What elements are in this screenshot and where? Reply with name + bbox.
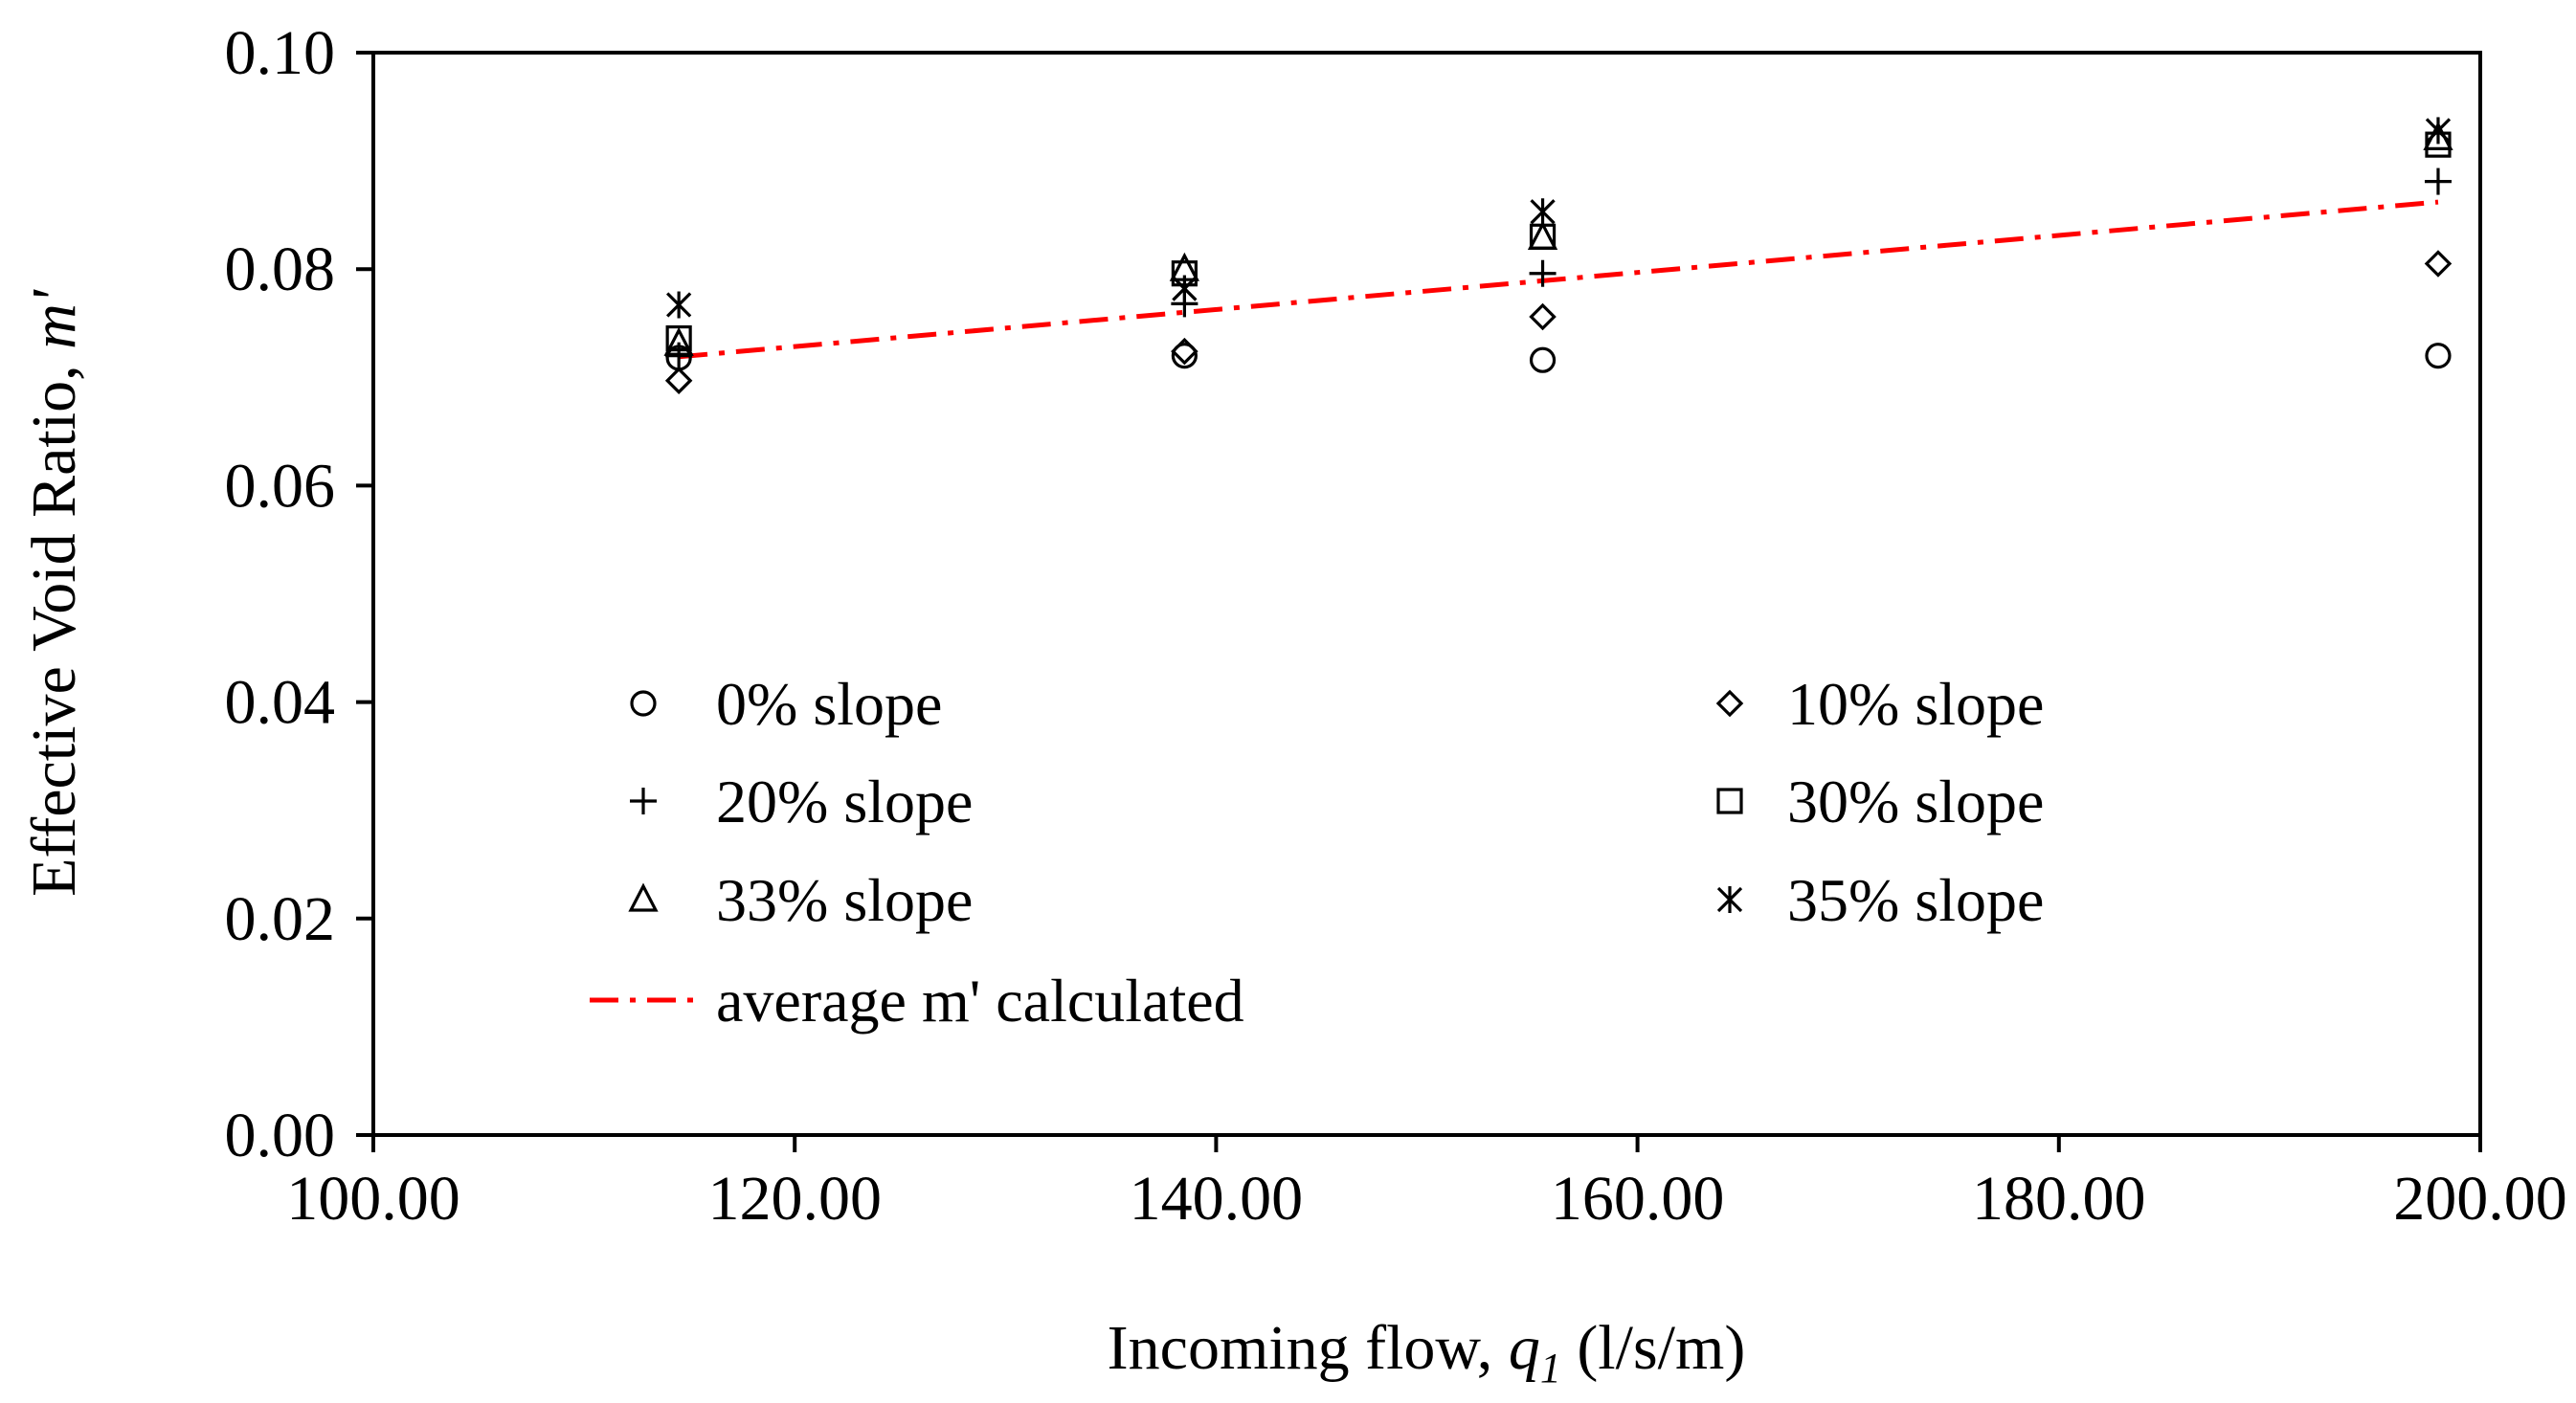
legend-marker-diamond: [1715, 689, 1744, 718]
x-tick-label: 120.00: [707, 1164, 882, 1234]
x-axis-title-suffix: (l/s/m): [1561, 1313, 1746, 1383]
x-axis-title: Incoming flow, q1 (l/s/m): [1108, 1313, 1746, 1392]
data-points: [663, 117, 2453, 394]
x-axis-title-subscript: 1: [1540, 1345, 1561, 1392]
x-axis-title-variable: q: [1509, 1313, 1540, 1383]
y-tick-label: 0.00: [225, 1101, 336, 1170]
x-tick-label: 160.00: [1551, 1164, 1725, 1234]
y-tick-label: 0.06: [225, 451, 336, 521]
x-tick-label: 100.00: [286, 1164, 460, 1234]
plot-frame: [371, 51, 2482, 1137]
legend-label: 0% slope: [716, 670, 942, 738]
point-diamond: [1171, 337, 1198, 366]
y-axis: 0.00 0.02 0.04 0.06 0.08 0.10: [225, 18, 373, 1170]
legend-label: 20% slope: [716, 768, 973, 835]
point-square: [665, 324, 692, 352]
point-asterisk: [666, 291, 692, 319]
point-diamond: [2424, 250, 2453, 278]
x-axis-title-prefix: Incoming flow,: [1108, 1313, 1509, 1383]
y-axis-title: Effective Void Ratio, m': [19, 288, 89, 897]
point-diamond: [1529, 302, 1557, 331]
legend-label-trendline: average m' calculated: [716, 967, 1244, 1035]
x-axis: 100.00 120.00 140.00 160.00 180.00 200.00: [286, 1135, 2567, 1234]
y-axis-title-variable: m': [19, 288, 89, 349]
y-tick-label: 0.02: [225, 884, 336, 954]
legend-label: 33% slope: [716, 866, 973, 934]
x-tick-label: 180.00: [1972, 1164, 2146, 1234]
point-diamond: [664, 367, 693, 394]
x-tick-label: 200.00: [2393, 1164, 2567, 1234]
legend-marker-triangle: [628, 882, 659, 912]
y-tick-label: 0.04: [225, 668, 336, 738]
point-triangle: [1527, 220, 1558, 251]
point-plus: [2424, 167, 2452, 195]
x-tick-label: 140.00: [1130, 1164, 1304, 1234]
y-tick-label: 0.10: [225, 18, 336, 88]
legend: 0% slope 20% slope 33% slope 10% slope 30% s…: [590, 670, 2044, 1035]
point-circle: [1529, 346, 1557, 373]
trendline: [678, 199, 2439, 360]
legend-marker-square: [1716, 788, 1743, 814]
trendline-group: [678, 199, 2439, 360]
point-circle: [1171, 343, 1198, 369]
point-plus: [1529, 259, 1557, 287]
legend-label: 10% slope: [1787, 670, 2044, 738]
point-asterisk: [1530, 198, 1556, 226]
y-tick-label: 0.08: [225, 234, 336, 304]
point-circle: [2425, 343, 2452, 369]
legend-marker-circle: [630, 690, 657, 717]
legend-label: 35% slope: [1787, 866, 2044, 934]
legend-marker-asterisk: [1716, 886, 1743, 913]
point-asterisk: [2425, 117, 2452, 145]
y-axis-title-prefix: Effective Void Ratio,: [19, 349, 89, 897]
legend-label: 30% slope: [1787, 768, 2044, 835]
point-triangle: [663, 326, 694, 356]
legend-marker-plus: [630, 788, 657, 814]
point-asterisk: [1172, 275, 1198, 302]
